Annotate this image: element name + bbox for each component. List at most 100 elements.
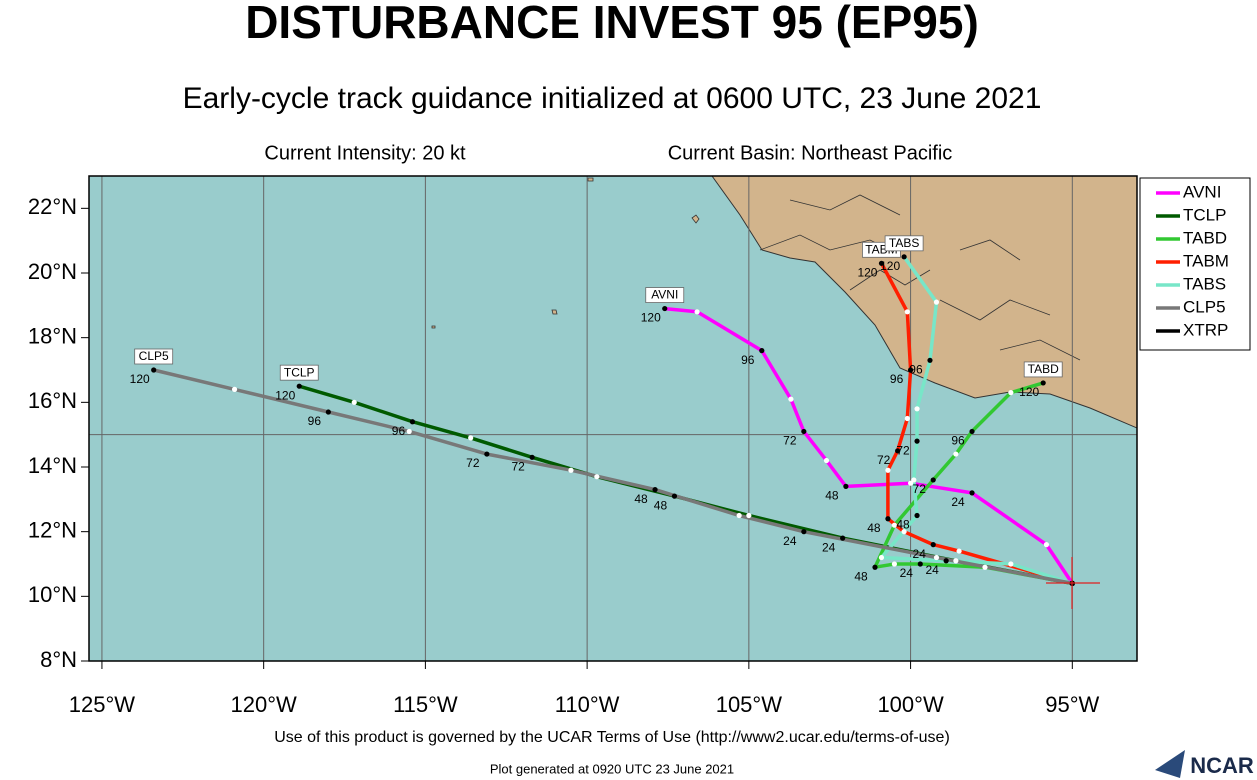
track-point [953,451,959,457]
legend-label: CLP5 [1183,297,1226,316]
y-tick-label: 10°N [28,582,77,607]
hour-label: 120 [275,388,295,402]
track-point [662,305,668,312]
hour-label: 72 [896,443,910,457]
grid-layer [89,176,1137,661]
track-point [943,558,949,564]
track-point [1008,561,1014,567]
track-name: CLP5 [139,349,169,363]
track-name-box [279,364,319,381]
logo-text: NCAR [1190,753,1254,778]
x-tick-label: 105°W [716,692,783,717]
y-tick-label: 18°N [28,323,77,348]
state-borders [759,194,1081,361]
hour-label: 24 [951,495,965,509]
x-tick-label: 115°W [393,692,458,717]
track-point [914,406,920,412]
hour-label: 96 [741,353,755,367]
track-point [671,493,678,499]
track-point [840,535,846,541]
hour-label: 48 [654,498,668,512]
hour-label: 24 [822,540,836,554]
y-tick-label: 12°N [28,517,77,542]
generated-text: Plot generated at 0920 UTC 23 June 2021 [490,761,734,776]
track-point [930,477,936,483]
track-point [484,451,490,457]
legend-label: XTRP [1183,320,1228,339]
storm-position [1046,557,1100,609]
hour-label: 120 [130,372,150,386]
hour-label: 120 [1019,385,1039,399]
track-point [953,558,959,564]
hour-label: 24 [900,566,914,580]
track-point [885,467,891,473]
track-point [895,448,901,454]
track-point [933,299,940,305]
track-point [969,490,975,496]
legend-label: TABM [1183,251,1229,270]
track-point [872,564,878,570]
hour-label: 48 [854,569,868,583]
track-point [801,428,807,435]
track-point [911,477,917,483]
track-point [982,564,988,570]
track-point [351,399,357,405]
track-point [468,435,474,441]
track-point [969,428,975,435]
hour-label: 96 [890,372,904,386]
legend-label: TABS [1183,274,1226,293]
track-point [891,561,898,567]
hour-label: 72 [511,459,525,473]
track-point [788,396,794,402]
track-point [325,409,331,415]
legend-label: TABD [1183,228,1227,247]
track-point [529,454,535,460]
hour-label: 96 [909,362,923,376]
track-name-box [1023,361,1063,378]
track-point [652,487,658,493]
track-point [901,254,907,260]
x-tick-label: 110°W [555,692,620,717]
hour-label: 24 [913,547,927,561]
track-point [907,367,914,373]
track-point [907,480,914,486]
y-tick-label: 16°N [28,388,77,413]
y-tick-label: 8°N [40,647,77,672]
hour-label: 96 [951,434,965,448]
track-point [151,367,157,373]
hour-label: 120 [880,259,900,273]
hour-label: 72 [466,456,480,470]
track-point [930,542,936,548]
track-point [891,522,898,528]
track-point [231,386,238,392]
track-point [914,438,920,444]
track-point [594,474,600,480]
hour-label: 96 [308,414,322,428]
track-name-box [884,235,924,252]
track-point [801,529,807,535]
track-point [759,348,765,354]
y-tick-label: 22°N [28,194,77,219]
track-point [406,428,412,435]
track-point [878,260,885,266]
track-point [409,419,416,425]
terms-text: Use of this product is governed by the U… [274,729,950,746]
track-point [746,512,752,519]
track-point [1008,390,1014,396]
x-tick-label: 120°W [231,692,298,717]
track-point [843,483,849,489]
hour-label: 72 [877,453,891,467]
hour-label: 72 [913,482,927,496]
hour-label: 72 [783,434,797,448]
track-point [904,415,910,422]
track-name-box [134,348,174,365]
track-point [568,467,574,473]
islands [431,177,700,329]
track-point [878,554,885,561]
track-point [885,516,891,522]
hour-label: 48 [867,521,881,535]
track-point [694,309,700,315]
track-point [823,457,830,464]
hour-label: 48 [634,492,648,506]
